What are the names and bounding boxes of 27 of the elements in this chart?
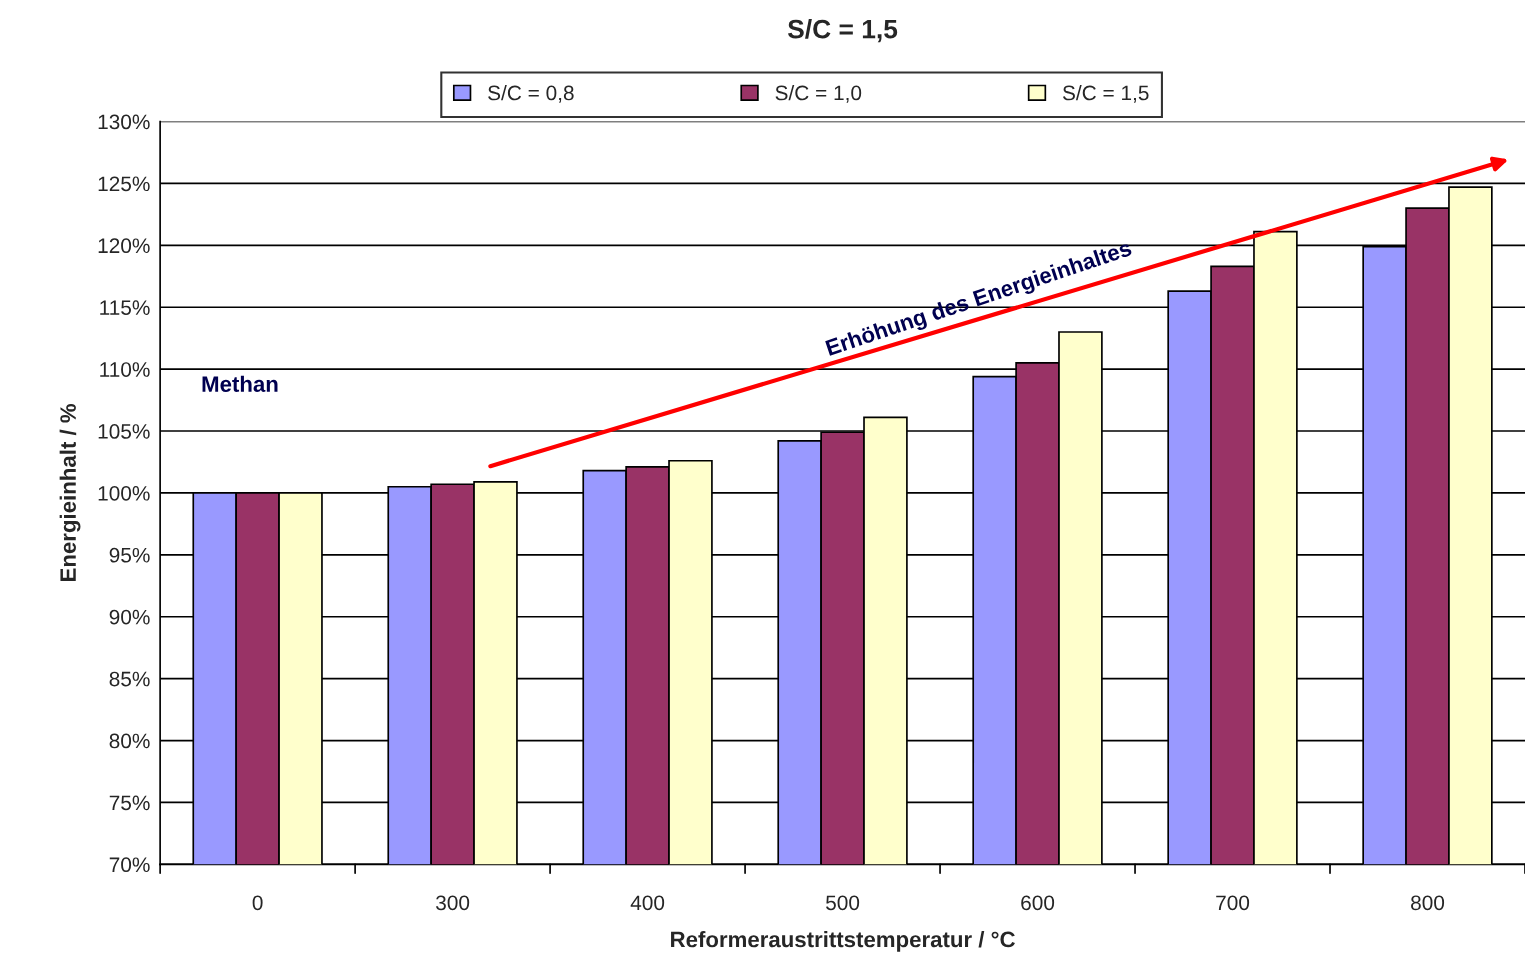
chart-title: S/C = 1,5 [787,19,898,43]
x-tick-label: 700 [1216,895,1250,911]
y-tick-label: 90% [109,609,150,625]
y-tick-label: 85% [109,671,150,687]
x-tick-label: 600 [1021,895,1055,911]
x-tick-label: 400 [630,895,665,911]
x-tick-label: 500 [826,895,860,911]
y-tick-label: 130% [98,114,150,130]
y-axis-title: Energieinhalt / % [59,404,81,581]
y-tick-label: 80% [109,733,150,749]
legend-label: S/C = 1,0 [775,85,862,103]
x-tick-label: 800 [1411,895,1445,911]
x-tick-label: 300 [436,895,470,911]
y-tick-label: 75% [109,795,150,811]
y-tick-label: 70% [109,857,150,873]
y-tick-label: 110% [100,362,150,377]
y-tick-label: 105% [98,424,150,439]
annotation: Methan [202,375,278,392]
x-tick-label: 0 [252,895,263,911]
y-tick-label: 120% [98,238,150,254]
y-tick-label: 115% [100,300,150,315]
x-axis-title: Reformeraustrittstemperatur / °C [671,931,1015,952]
y-tick-label: 95% [109,547,150,563]
y-tick-label: 100% [98,485,150,501]
legend-label: S/C = 1,5 [1062,85,1149,103]
legend-label: S/C = 0,8 [488,85,574,103]
y-tick-label: 125% [98,176,150,192]
